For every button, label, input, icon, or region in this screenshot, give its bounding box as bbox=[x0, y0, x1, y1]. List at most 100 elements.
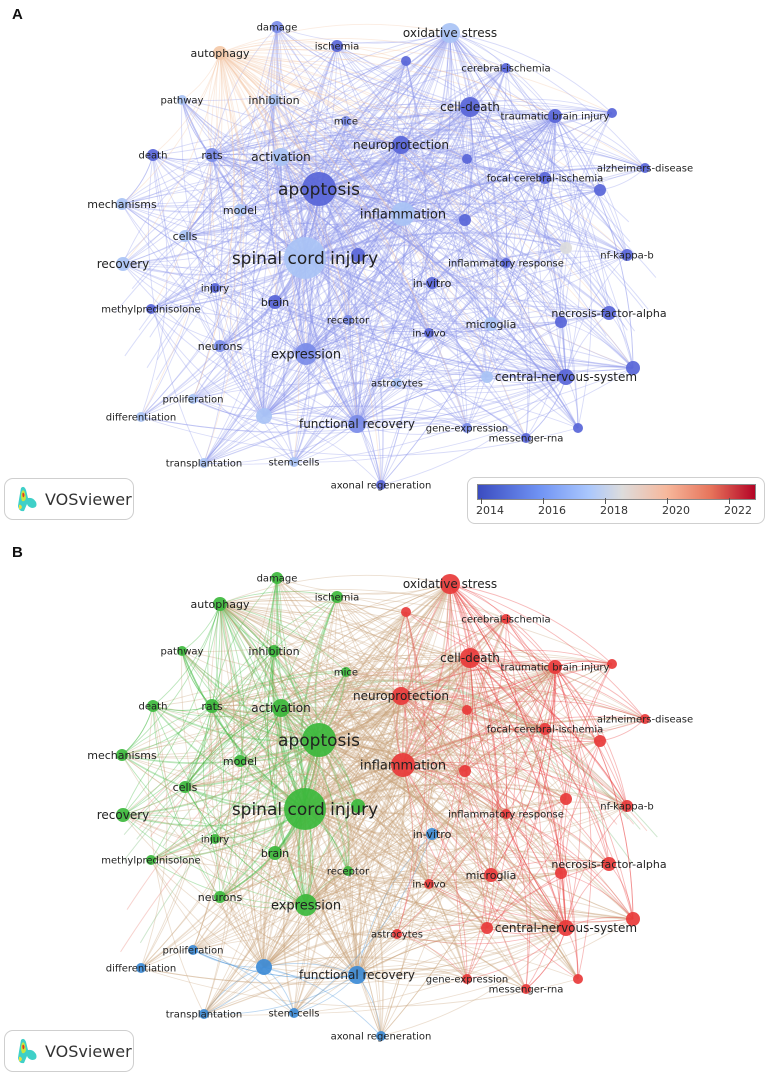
node-mechanisms[interactable] bbox=[116, 749, 128, 761]
node-differentiation[interactable] bbox=[136, 963, 146, 973]
node-rats[interactable] bbox=[205, 148, 219, 162]
node-sci2[interactable] bbox=[351, 799, 365, 813]
node-death[interactable] bbox=[147, 149, 159, 161]
node-alzheimers-disease[interactable] bbox=[640, 163, 650, 173]
node-injury[interactable] bbox=[210, 283, 220, 293]
node-fci2[interactable] bbox=[594, 735, 606, 747]
node-methylprednisolone[interactable] bbox=[146, 304, 156, 314]
node-proliferation[interactable] bbox=[188, 394, 198, 404]
node-autophagy[interactable] bbox=[213, 597, 227, 611]
node-functional-recovery[interactable] bbox=[348, 966, 366, 984]
node-spinal-cord-injury[interactable] bbox=[284, 788, 326, 830]
node-apoptosis[interactable] bbox=[302, 172, 336, 206]
node-receptor[interactable] bbox=[343, 315, 353, 325]
node-recovery[interactable] bbox=[116, 257, 130, 271]
node-cns2[interactable] bbox=[626, 361, 640, 375]
node-central-nervous-system[interactable] bbox=[558, 920, 574, 936]
node-n-unl3[interactable] bbox=[459, 765, 471, 777]
node-spinal-cord-injury[interactable] bbox=[284, 237, 326, 279]
node-n-unl2[interactable] bbox=[462, 705, 472, 715]
node-gene-expression[interactable] bbox=[462, 974, 472, 984]
node-stem-cells[interactable] bbox=[289, 1008, 299, 1018]
node-methylprednisolone[interactable] bbox=[146, 855, 156, 865]
node-inflammatory-response[interactable] bbox=[501, 809, 511, 819]
network-map-b[interactable]: damage ischemia autophagy oxidative stress c… bbox=[0, 538, 767, 1077]
node-blue-unl[interactable] bbox=[256, 959, 272, 975]
node-death[interactable] bbox=[147, 700, 159, 712]
node-microglia[interactable] bbox=[484, 317, 498, 331]
node-brain[interactable] bbox=[268, 846, 282, 860]
node-nf-kappa-b[interactable] bbox=[621, 249, 633, 261]
node-neuroprotection[interactable] bbox=[392, 136, 410, 154]
node-tbi2[interactable] bbox=[607, 659, 617, 669]
node-inflammatory-response[interactable] bbox=[501, 258, 511, 268]
node-cerebral-ischemia[interactable] bbox=[501, 614, 511, 624]
node-alzheimers-disease[interactable] bbox=[640, 714, 650, 724]
node-brain[interactable] bbox=[268, 295, 282, 309]
network-map-a[interactable]: damage ischemia autophagy oxidative stress c… bbox=[0, 0, 767, 535]
node-cell-death[interactable] bbox=[460, 97, 480, 117]
node-cells[interactable] bbox=[179, 781, 191, 793]
node-apoptosis[interactable] bbox=[302, 723, 336, 757]
node-mice[interactable] bbox=[341, 667, 351, 677]
node-ischemia[interactable] bbox=[331, 591, 343, 603]
node-messenger-rna[interactable] bbox=[521, 433, 531, 443]
node-mrna2[interactable] bbox=[573, 423, 583, 433]
node-nf-kappa-b[interactable] bbox=[621, 800, 633, 812]
node-ischemia[interactable] bbox=[331, 40, 343, 52]
node-n-unl3[interactable] bbox=[459, 214, 471, 226]
node-transplantation[interactable] bbox=[199, 458, 209, 468]
node-inflammation[interactable] bbox=[391, 753, 415, 777]
node-model[interactable] bbox=[234, 755, 246, 767]
node-proliferation[interactable] bbox=[188, 945, 198, 955]
node-rats[interactable] bbox=[205, 699, 219, 713]
node-inflammation[interactable] bbox=[391, 202, 415, 226]
node-neurons[interactable] bbox=[214, 340, 226, 352]
node-expression[interactable] bbox=[295, 343, 317, 365]
node-model[interactable] bbox=[234, 204, 246, 216]
node-activation[interactable] bbox=[272, 699, 290, 717]
node-traumatic-brain-injury[interactable] bbox=[548, 660, 562, 674]
node-tbi2[interactable] bbox=[607, 108, 617, 118]
node-mrna2[interactable] bbox=[573, 974, 583, 984]
node-mice[interactable] bbox=[341, 116, 351, 126]
node-n-unl1[interactable] bbox=[401, 56, 411, 66]
node-messenger-rna[interactable] bbox=[521, 984, 531, 994]
node-traumatic-brain-injury[interactable] bbox=[548, 109, 562, 123]
node-activation[interactable] bbox=[272, 148, 290, 166]
node-cns2[interactable] bbox=[626, 912, 640, 926]
node-transplantation[interactable] bbox=[199, 1009, 209, 1019]
node-recovery[interactable] bbox=[116, 808, 130, 822]
node-pathway[interactable] bbox=[177, 646, 187, 656]
node-gene-expression[interactable] bbox=[462, 423, 472, 433]
node-microglia[interactable] bbox=[484, 868, 498, 882]
node-neuroprotection[interactable] bbox=[392, 687, 410, 705]
node-central-nervous-system[interactable] bbox=[558, 369, 574, 385]
node-in-vivo[interactable] bbox=[424, 328, 434, 338]
node-sci2[interactable] bbox=[351, 248, 365, 262]
node-autophagy[interactable] bbox=[213, 46, 227, 60]
node-differentiation[interactable] bbox=[136, 412, 146, 422]
node-in-vivo[interactable] bbox=[424, 879, 434, 889]
node-astrocytes[interactable] bbox=[392, 929, 402, 939]
node-n-unl1[interactable] bbox=[401, 607, 411, 617]
node-in-vitro[interactable] bbox=[426, 277, 438, 289]
node-mechanisms[interactable] bbox=[116, 198, 128, 210]
node-in-vitro[interactable] bbox=[426, 828, 438, 840]
node-receptor[interactable] bbox=[343, 866, 353, 876]
node-expression[interactable] bbox=[295, 894, 317, 916]
node-n-gray[interactable] bbox=[560, 793, 572, 805]
node-cerebral-ischemia[interactable] bbox=[501, 63, 511, 73]
node-necrosis-factor-alpha[interactable] bbox=[602, 306, 616, 320]
node-axonal-regeneration[interactable] bbox=[376, 480, 386, 490]
node-damage[interactable] bbox=[271, 21, 283, 33]
node-astrocytes[interactable] bbox=[392, 378, 402, 388]
node-cell-death[interactable] bbox=[460, 648, 480, 668]
node-damage[interactable] bbox=[271, 572, 283, 584]
node-focal-cerebral-ischemia[interactable] bbox=[539, 723, 551, 735]
node-nfa2[interactable] bbox=[555, 867, 567, 879]
node-pathway[interactable] bbox=[177, 95, 187, 105]
node-necrosis-factor-alpha[interactable] bbox=[602, 857, 616, 871]
node-nfa2[interactable] bbox=[555, 316, 567, 328]
node-axonal-regeneration[interactable] bbox=[376, 1031, 386, 1041]
